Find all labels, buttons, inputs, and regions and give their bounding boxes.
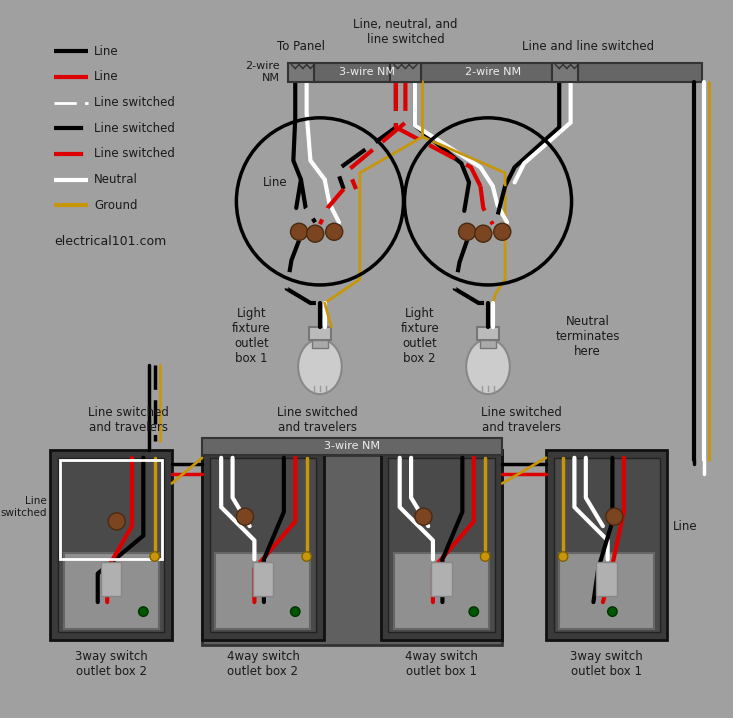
Text: Line switched: Line switched — [94, 122, 174, 135]
Text: Line switched
and travelers: Line switched and travelers — [276, 406, 358, 434]
Bar — [578, 62, 701, 82]
Text: Neutral: Neutral — [94, 173, 138, 186]
Circle shape — [608, 607, 617, 616]
Circle shape — [415, 508, 432, 525]
Bar — [553, 458, 660, 633]
Circle shape — [150, 551, 160, 561]
Bar — [202, 450, 324, 640]
Text: Line and line switched: Line and line switched — [522, 40, 654, 53]
Circle shape — [325, 223, 343, 241]
Text: Line: Line — [263, 176, 287, 189]
Bar — [431, 562, 452, 597]
Bar — [202, 438, 502, 455]
Circle shape — [494, 223, 511, 241]
Text: Line
switched: Line switched — [0, 496, 46, 518]
Text: Light
fixture
outlet
box 1: Light fixture outlet box 1 — [232, 307, 271, 365]
Text: Line, neutral, and
line switched: Line, neutral, and line switched — [353, 18, 457, 46]
Text: Line switched: Line switched — [94, 96, 174, 109]
Bar — [64, 553, 158, 629]
Bar — [58, 458, 164, 633]
Bar — [100, 562, 122, 597]
Circle shape — [605, 508, 623, 525]
Text: Line switched
and travelers: Line switched and travelers — [481, 406, 561, 434]
Circle shape — [236, 508, 254, 525]
Text: Line switched
and travelers: Line switched and travelers — [88, 406, 169, 434]
Text: Line: Line — [673, 520, 698, 533]
Text: 4way switch
outlet box 1: 4way switch outlet box 1 — [405, 650, 478, 678]
Bar — [51, 450, 172, 640]
Bar — [388, 458, 495, 633]
Bar — [312, 340, 328, 348]
Bar — [60, 460, 162, 559]
Circle shape — [290, 223, 308, 241]
Bar — [394, 553, 489, 629]
Circle shape — [559, 551, 568, 561]
Circle shape — [139, 607, 148, 616]
Bar — [546, 450, 668, 640]
Text: 3way switch
outlet box 1: 3way switch outlet box 1 — [570, 650, 643, 678]
Text: electrical101.com: electrical101.com — [54, 235, 166, 248]
Circle shape — [475, 225, 492, 242]
Circle shape — [306, 225, 324, 242]
Bar — [480, 340, 496, 348]
Bar — [309, 327, 331, 340]
Text: 2-wire NM: 2-wire NM — [465, 67, 521, 78]
Text: Line: Line — [94, 45, 119, 58]
Bar — [287, 62, 314, 82]
Text: 3-wire NM: 3-wire NM — [324, 442, 380, 452]
Text: Line switched: Line switched — [94, 147, 174, 160]
Circle shape — [302, 551, 312, 561]
Text: Ground: Ground — [94, 199, 138, 212]
Bar — [314, 62, 434, 82]
Text: 3-wire NM: 3-wire NM — [339, 67, 395, 78]
Bar — [216, 553, 311, 629]
Bar — [596, 562, 617, 597]
Text: 4way switch
outlet box 2: 4way switch outlet box 2 — [226, 650, 299, 678]
Circle shape — [290, 607, 300, 616]
Circle shape — [480, 551, 490, 561]
Text: 3way switch
outlet box 2: 3way switch outlet box 2 — [75, 650, 147, 678]
Text: 2-wire
NM: 2-wire NM — [246, 62, 280, 83]
Bar — [476, 327, 499, 340]
Ellipse shape — [466, 339, 510, 394]
Circle shape — [459, 223, 476, 241]
Bar — [390, 62, 421, 82]
Text: To Panel: To Panel — [277, 40, 325, 53]
Bar — [559, 553, 654, 629]
Bar — [552, 62, 578, 82]
Text: Neutral
terminates
here: Neutral terminates here — [556, 314, 620, 358]
Bar — [421, 62, 565, 82]
Bar — [202, 455, 502, 645]
Ellipse shape — [298, 339, 342, 394]
Circle shape — [469, 607, 479, 616]
Bar — [210, 458, 316, 633]
Circle shape — [108, 513, 125, 530]
Text: Light
fixture
outlet
box 2: Light fixture outlet box 2 — [400, 307, 439, 365]
Bar — [380, 450, 502, 640]
Bar — [253, 562, 273, 597]
Text: Line: Line — [94, 70, 119, 83]
